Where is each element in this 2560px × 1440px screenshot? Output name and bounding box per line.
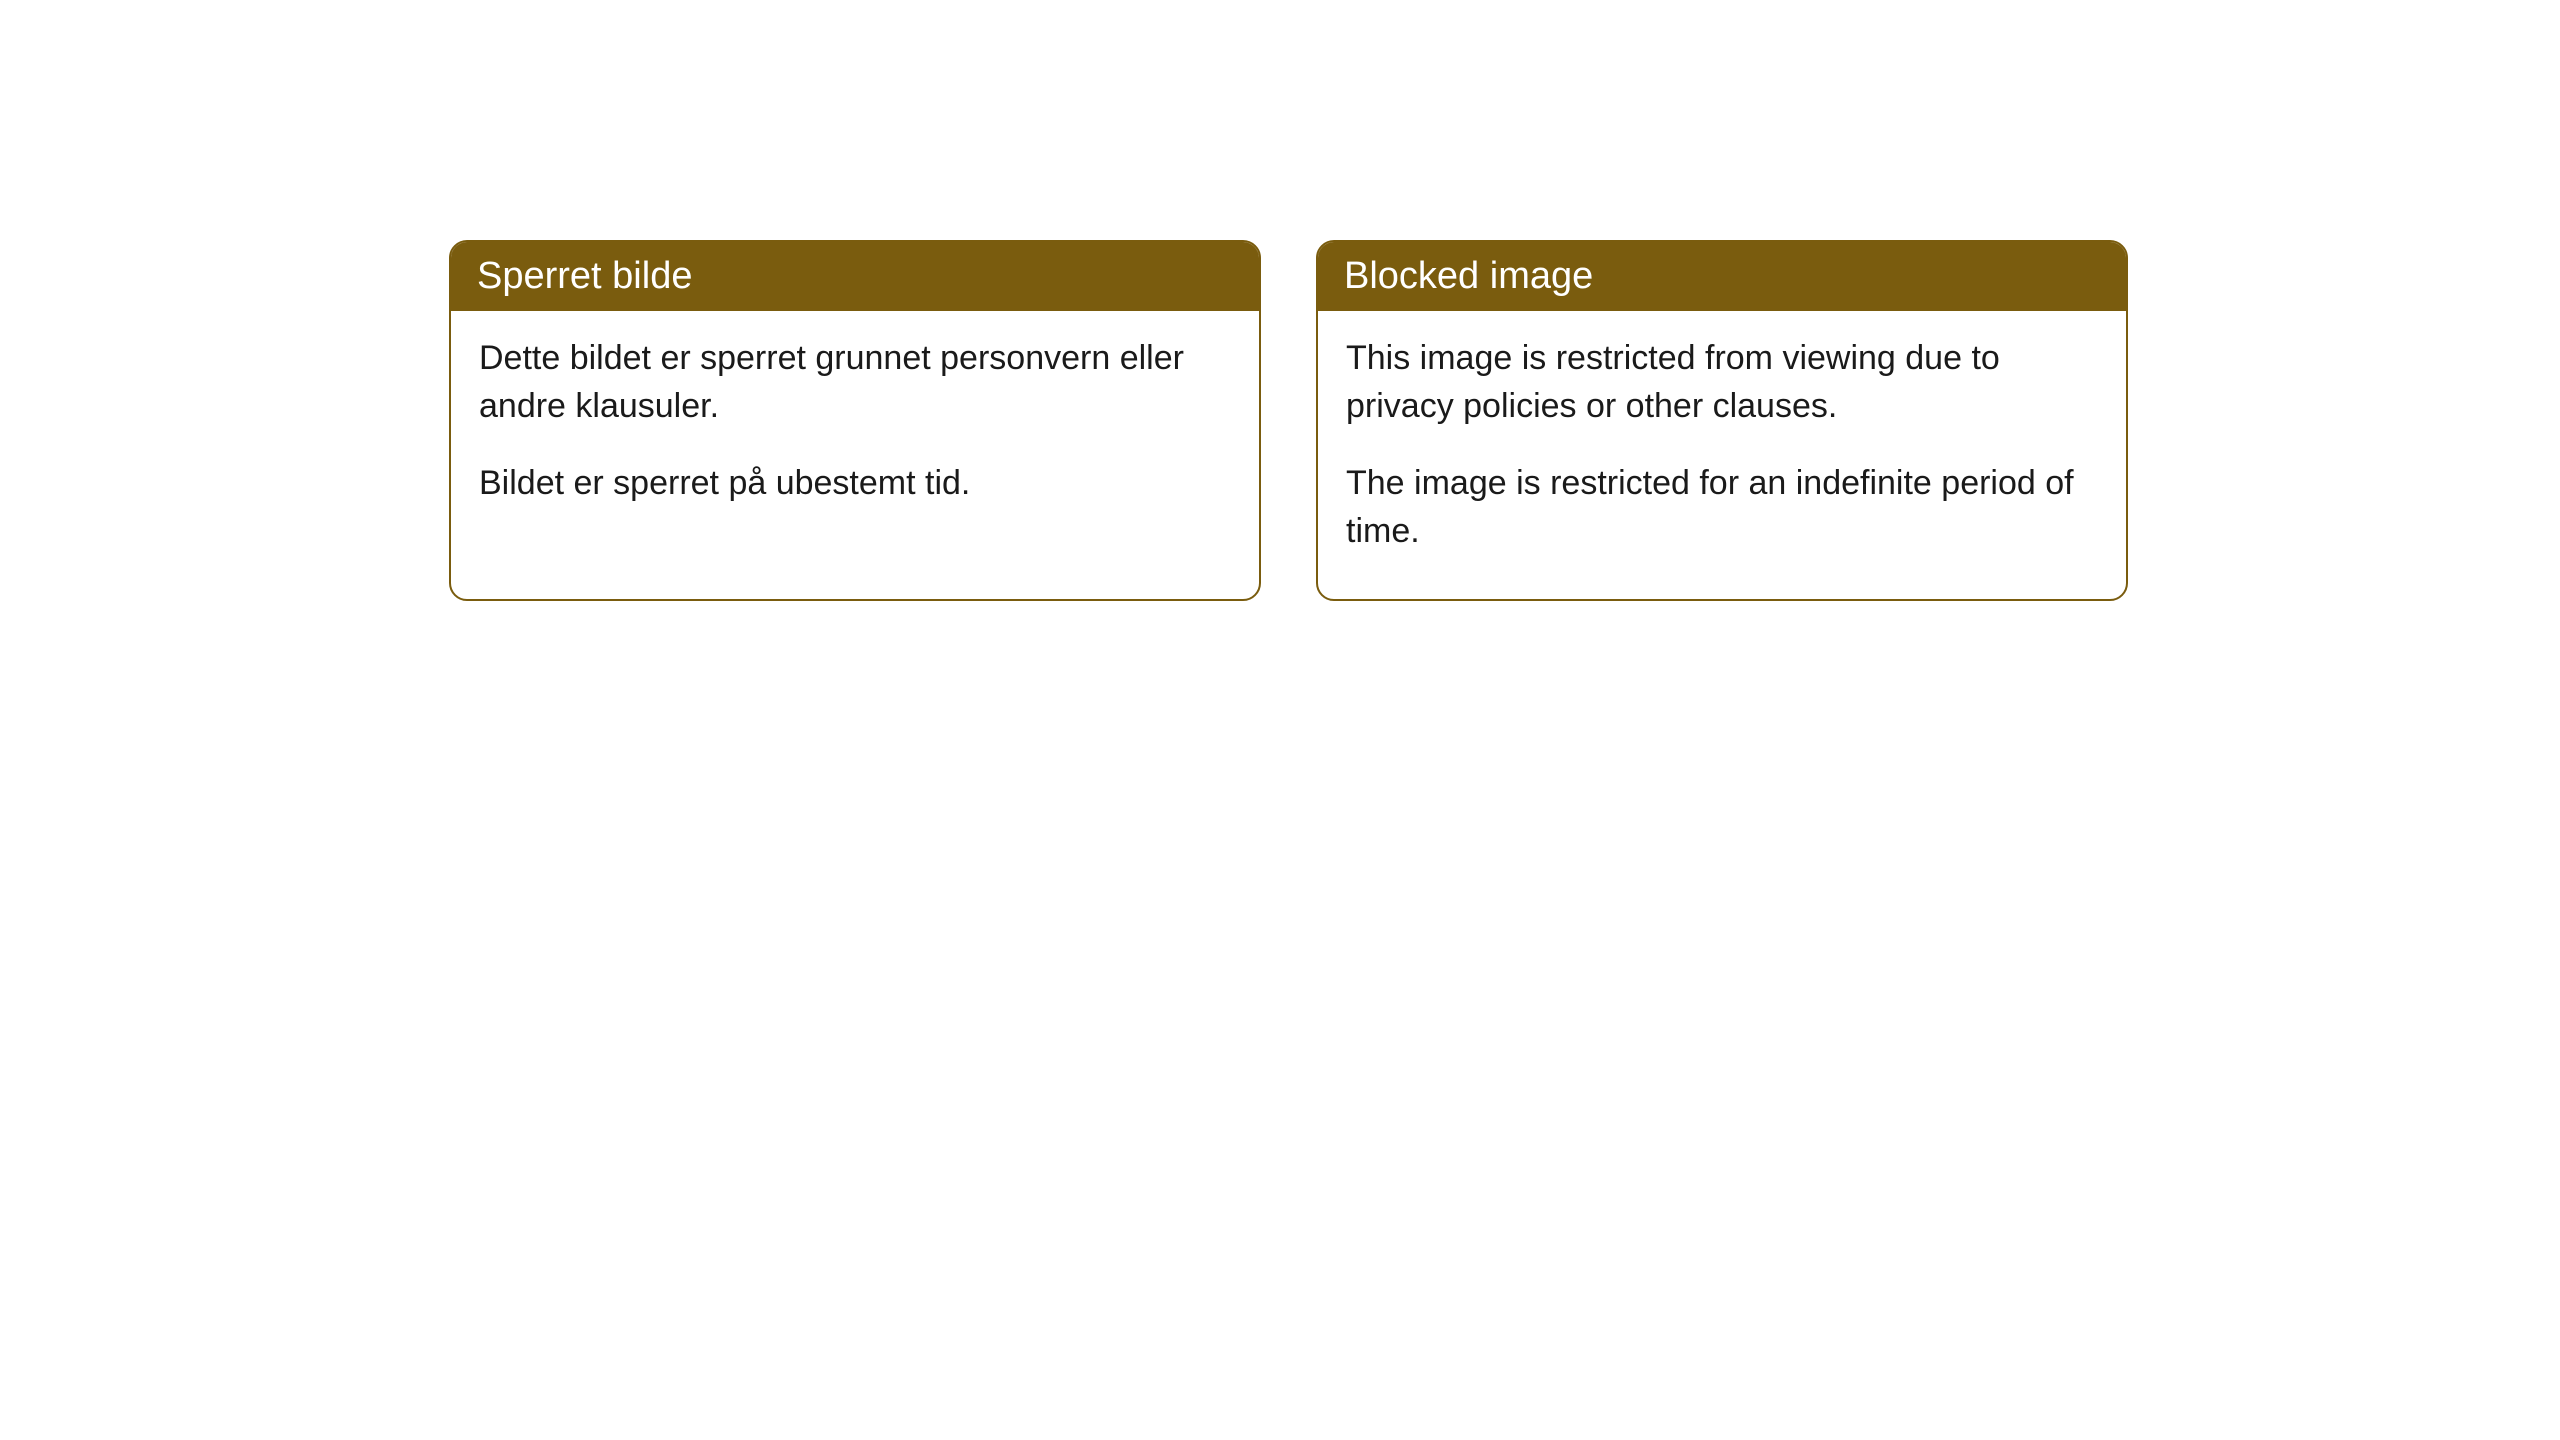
card-paragraph-1: This image is restricted from viewing du… xyxy=(1346,335,2098,430)
card-body-english: This image is restricted from viewing du… xyxy=(1318,311,2126,599)
blocked-image-card-norwegian: Sperret bilde Dette bildet er sperret gr… xyxy=(449,240,1261,601)
card-header-english: Blocked image xyxy=(1318,242,2126,311)
card-body-norwegian: Dette bildet er sperret grunnet personve… xyxy=(451,311,1259,552)
notice-cards-container: Sperret bilde Dette bildet er sperret gr… xyxy=(449,240,2128,601)
card-paragraph-2: Bildet er sperret på ubestemt tid. xyxy=(479,460,1231,508)
card-paragraph-2: The image is restricted for an indefinit… xyxy=(1346,460,2098,555)
card-paragraph-1: Dette bildet er sperret grunnet personve… xyxy=(479,335,1231,430)
card-header-norwegian: Sperret bilde xyxy=(451,242,1259,311)
blocked-image-card-english: Blocked image This image is restricted f… xyxy=(1316,240,2128,601)
